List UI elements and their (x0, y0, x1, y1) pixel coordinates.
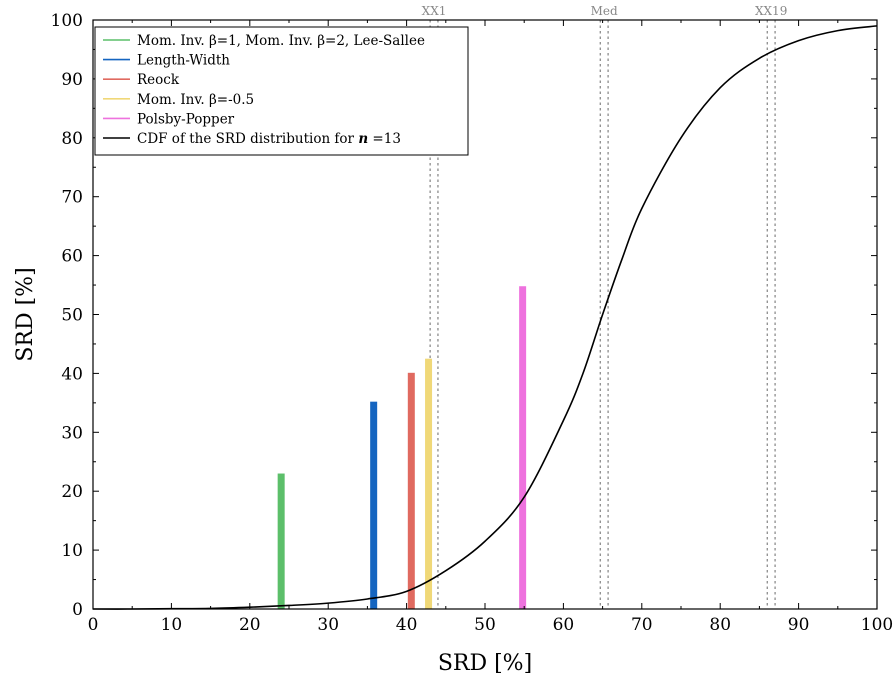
legend-label-var: n (358, 131, 368, 147)
x-tick-label: 40 (396, 615, 418, 635)
legend-label-main: CDF of the SRD distribution for (137, 131, 358, 147)
x-tick-label: 50 (474, 615, 496, 635)
y-tick-label: 10 (61, 541, 83, 561)
y-tick-label: 20 (61, 482, 83, 502)
x-axis: 0 10 20 30 40 50 60 70 80 90 100 (88, 20, 893, 635)
y-axis-title: SRD [%] (13, 267, 38, 361)
legend-label: Polsby-Popper (137, 111, 235, 127)
x-tick-label: 30 (317, 615, 339, 635)
y-tick-label: 40 (61, 364, 83, 384)
legend-label: Reock (137, 72, 180, 88)
legend-label: Mom. Inv. β=1, Mom. Inv. β=2, Lee-Sallee (137, 33, 425, 49)
x-tick-label: 60 (553, 615, 575, 635)
y-tick-label: 90 (61, 70, 83, 90)
legend-label: CDF of the SRD distribution for n =13 (137, 131, 401, 147)
bars (277, 286, 527, 609)
bar (407, 372, 415, 609)
bar (519, 286, 527, 609)
legend-label: Mom. Inv. β=-0.5 (137, 92, 254, 108)
reference-label: XX1 (422, 4, 447, 18)
y-tick-label: 80 (61, 129, 83, 149)
bar (277, 473, 285, 609)
cdf-curve (92, 25, 878, 610)
y-tick-label: 50 (61, 306, 83, 326)
x-axis-title: SRD [%] (438, 651, 532, 676)
legend-box (94, 26, 469, 156)
reference-labels: XX1 Med XX19 (422, 4, 788, 18)
reference-label: XX19 (755, 4, 787, 18)
legend: Mom. Inv. β=1, Mom. Inv. β=2, Lee-Sallee… (94, 26, 469, 156)
x-tick-label: 70 (631, 615, 653, 635)
y-tick-label: 30 (61, 423, 83, 443)
x-tick-label: 100 (861, 615, 893, 635)
y-tick-label: 60 (61, 247, 83, 267)
y-tick-label: 0 (72, 600, 83, 620)
y-axis: 0 10 20 30 40 50 60 70 80 90 100 (51, 11, 877, 620)
bar (425, 358, 433, 609)
x-tick-label: 90 (788, 615, 810, 635)
legend-label-value: =13 (368, 131, 401, 147)
x-tick-label: 20 (239, 615, 261, 635)
bar (370, 401, 378, 609)
x-tick-label: 80 (709, 615, 731, 635)
x-tick-label: 10 (161, 615, 183, 635)
x-tick-label: 0 (88, 615, 99, 635)
reference-label: Med (591, 4, 618, 18)
y-tick-label: 70 (61, 188, 83, 208)
y-tick-label: 100 (51, 11, 83, 31)
legend-label: Length-Width (137, 53, 230, 69)
